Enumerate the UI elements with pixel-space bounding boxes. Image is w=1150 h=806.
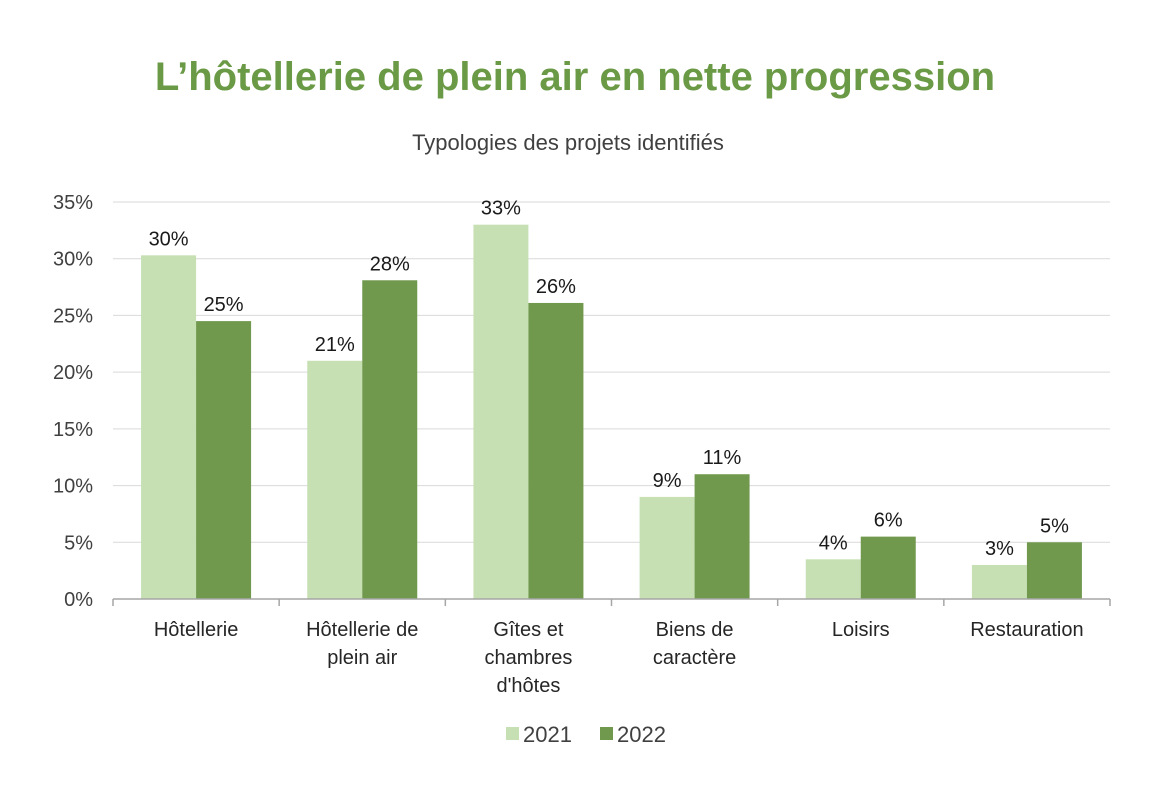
- y-tick-label: 20%: [53, 362, 93, 384]
- gridlines: [113, 201, 1110, 543]
- data-labels: 30% 25% 21% 28% 33% 26% 9% 11% 4% 6% 3% 5%: [149, 198, 1070, 560]
- y-tick-label: 5%: [64, 532, 93, 554]
- x-category-label: Biens de: [656, 619, 734, 641]
- bar-2021: [639, 496, 695, 599]
- x-category-label: Hôtellerie: [154, 619, 238, 641]
- bars: [141, 224, 1082, 599]
- bar-2022: [1026, 542, 1082, 599]
- bar-2022: [694, 474, 750, 599]
- x-category-label: chambres: [485, 647, 573, 669]
- data-label: 5%: [1040, 515, 1069, 537]
- y-axis: 0% 5% 10% 15% 20% 25% 30% 35%: [53, 192, 93, 611]
- chart-title: L’hôtellerie de plein air en nette progr…: [154, 55, 996, 99]
- bar-2022: [528, 302, 584, 599]
- y-tick-label: 10%: [53, 476, 93, 498]
- legend-swatch-2022: [600, 727, 613, 740]
- legend: 2021 2022: [506, 722, 666, 747]
- bar-2022: [362, 280, 418, 599]
- legend-label-2021: 2021: [523, 722, 572, 747]
- x-axis: Hôtellerie Hôtellerie de plein air Gîtes et…: [112, 598, 1111, 697]
- y-tick-label: 0%: [64, 589, 93, 611]
- y-tick-label: 35%: [53, 192, 93, 214]
- x-category-label: d'hôtes: [496, 675, 560, 697]
- x-category-label: Hôtellerie de: [306, 619, 418, 641]
- x-category-label: Gîtes et: [493, 619, 563, 641]
- x-category-label: Restauration: [970, 619, 1083, 641]
- bar-2022: [860, 536, 916, 599]
- data-label: 30%: [149, 228, 189, 250]
- data-label: 25%: [204, 294, 244, 316]
- x-category-label: Loisirs: [832, 619, 890, 641]
- x-category-label: caractère: [653, 647, 736, 669]
- y-tick-label: 15%: [53, 419, 93, 441]
- y-tick-label: 30%: [53, 249, 93, 271]
- bar-2021: [473, 224, 529, 599]
- data-label: 4%: [819, 532, 848, 554]
- legend-swatch-2021: [506, 727, 519, 740]
- data-label: 3%: [985, 538, 1014, 560]
- bar-2021: [971, 564, 1027, 599]
- data-label: 6%: [874, 510, 903, 532]
- bar-2021: [141, 255, 197, 599]
- data-label: 11%: [703, 447, 742, 469]
- x-category-label: plein air: [327, 647, 397, 669]
- bar-2021: [805, 559, 861, 599]
- data-label: 26%: [536, 276, 576, 298]
- data-label: 33%: [481, 198, 521, 220]
- chart-subtitle: Typologies des projets identifiés: [412, 130, 724, 155]
- legend-label-2022: 2022: [617, 722, 666, 747]
- data-label: 21%: [315, 334, 355, 356]
- y-tick-label: 25%: [53, 305, 93, 327]
- data-label: 9%: [653, 470, 682, 492]
- bar-2021: [307, 360, 363, 599]
- data-label: 28%: [370, 253, 410, 275]
- bar-2022: [196, 321, 252, 599]
